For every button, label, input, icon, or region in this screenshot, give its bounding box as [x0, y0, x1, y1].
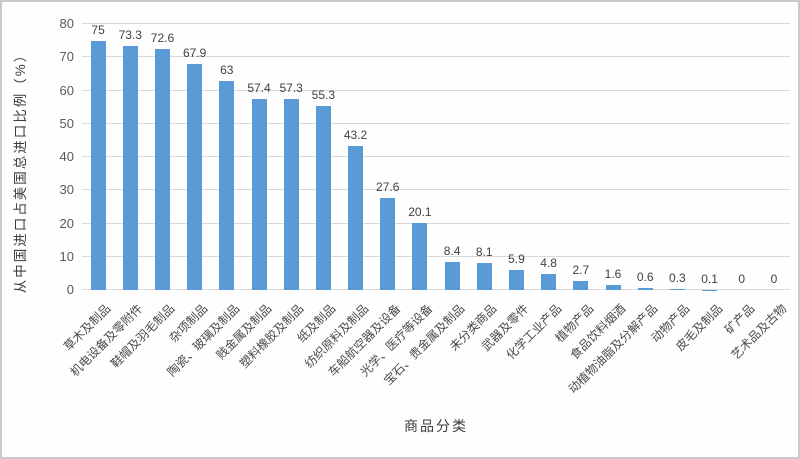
y-tick-label: 40 [59, 149, 74, 164]
bar-value-label: 5.9 [508, 252, 525, 267]
bar-value-label: 0.3 [669, 271, 686, 286]
bar-value-label: 75 [91, 22, 105, 37]
bar-value-label: 55.3 [311, 88, 336, 103]
gridline [82, 255, 790, 257]
bar [444, 262, 460, 290]
bar-value-label: 0.6 [636, 270, 654, 285]
bar [605, 284, 621, 290]
bar [348, 146, 364, 290]
bar [476, 263, 492, 290]
y-tick-label: 20 [59, 215, 74, 231]
bar-value-label: 27.6 [376, 180, 400, 195]
bar [669, 289, 685, 290]
y-tick-label: 0 [66, 282, 74, 297]
gridline [82, 56, 790, 58]
gridline [82, 23, 790, 24]
y-tick-label: 70 [59, 49, 74, 65]
bar-value-label: 1.6 [604, 266, 622, 281]
bar [219, 80, 235, 290]
bar [508, 270, 524, 290]
bar [187, 64, 203, 290]
bar [637, 288, 653, 290]
bar [380, 198, 396, 290]
bar [122, 46, 138, 290]
bar-value-label: 57.3 [279, 81, 303, 96]
gridline [82, 156, 790, 157]
bar-value-label: 57.4 [247, 81, 271, 96]
y-tick-label: 60 [59, 82, 74, 98]
bar [573, 281, 589, 290]
bar [251, 99, 267, 290]
bar-value-label: 8.4 [443, 244, 461, 259]
gridline [82, 289, 790, 290]
bar-value-label: 73.3 [118, 28, 142, 43]
bar-value-label: 67.9 [182, 46, 207, 61]
bar [541, 274, 557, 290]
bar-value-label: 63 [220, 62, 234, 77]
y-axis-title: 从中国进口占美国总进口比例（%） [13, 46, 28, 294]
bar-value-label: 72.6 [150, 30, 175, 45]
bar [315, 106, 331, 290]
y-tick-label: 10 [59, 248, 74, 264]
x-axis-title: 商品分类 [404, 418, 468, 434]
bar-value-label: 8.1 [475, 245, 493, 260]
bar [283, 99, 299, 290]
bar [154, 48, 170, 290]
bar-value-label: 0.1 [701, 271, 718, 286]
bar-value-label: 20.1 [408, 205, 432, 220]
bar-value-label: 2.7 [572, 263, 590, 278]
bar-value-label: 0 [738, 272, 746, 286]
bar [412, 223, 428, 290]
y-tick-label: 50 [59, 115, 74, 131]
bar-value-label: 4.8 [540, 256, 557, 271]
bar [90, 40, 106, 290]
plot-area: 0 10 20 30 40 50 60 70 80 75 草木及制品 73.3 机电设备及零附件 72.6… [60, 16, 790, 396]
bar-value-label: 43.2 [343, 128, 368, 143]
y-tick-label: 30 [59, 182, 74, 198]
gridline [82, 222, 790, 224]
bar-value-label: 0 [770, 272, 778, 286]
gridline [82, 89, 790, 91]
gridline [82, 122, 790, 124]
y-tick-label: 80 [59, 16, 74, 31]
gridline [82, 189, 790, 191]
